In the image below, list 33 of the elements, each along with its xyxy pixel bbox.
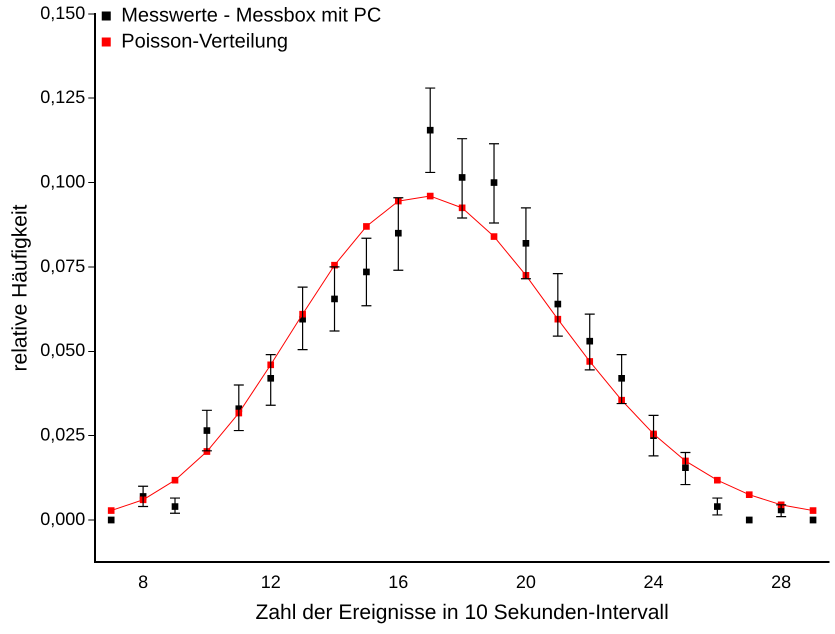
x-tick-label: 20 xyxy=(516,572,536,592)
point xyxy=(108,516,115,524)
y-tick-label: 0,050 xyxy=(40,340,86,360)
point xyxy=(490,233,498,240)
point xyxy=(426,192,434,200)
y-tick-label: 0,075 xyxy=(40,256,86,276)
point xyxy=(172,476,178,484)
point xyxy=(363,223,370,230)
point xyxy=(108,507,115,514)
y-axis-title: relative Häufigkeit xyxy=(8,204,32,372)
legend-label: Messwerte - Messbox mit PC xyxy=(121,4,382,27)
point xyxy=(746,491,753,498)
point xyxy=(682,464,689,472)
point xyxy=(331,296,338,302)
x-tick-label: 16 xyxy=(388,572,408,592)
point xyxy=(490,179,498,186)
x-tick-label: 24 xyxy=(644,572,664,592)
x-axis-title: Zahl der Ereignisse in 10 Sekunden-Intervall xyxy=(256,601,669,624)
legend-label: Poisson-Verteilung xyxy=(121,30,288,53)
point xyxy=(810,507,816,514)
point xyxy=(714,476,721,484)
y-tick-label: 0,025 xyxy=(40,424,86,445)
y-tick-label: 0,000 xyxy=(40,508,86,529)
point xyxy=(746,516,753,524)
x-tick-label: 12 xyxy=(260,572,281,592)
y-tick-label: 0,100 xyxy=(40,172,86,192)
point xyxy=(810,516,816,524)
x-tick-label: 28 xyxy=(771,572,792,592)
x-tick-label: 8 xyxy=(138,572,148,592)
y-tick-label: 0,150 xyxy=(40,2,86,23)
y-tick-label: 0,125 xyxy=(40,87,86,108)
point xyxy=(172,503,178,510)
point xyxy=(522,240,530,247)
